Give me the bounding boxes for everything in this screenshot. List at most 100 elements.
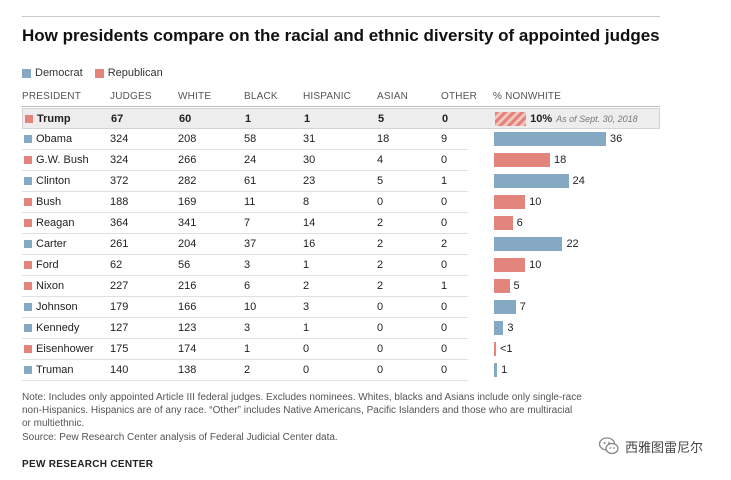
white-value: 282 [178, 175, 197, 187]
white-value: 56 [178, 259, 191, 271]
black-value: 6 [244, 280, 251, 292]
nonwhite-label: 24 [572, 175, 585, 187]
black-value: 2 [244, 364, 251, 376]
table-row: Eisenhower 175 174 1 0 0 0 <1 [22, 339, 660, 360]
nonwhite-bar [494, 216, 513, 230]
row-separator [22, 233, 468, 234]
judges-value: 179 [110, 301, 129, 313]
nonwhite-label: 6 [516, 217, 523, 229]
asian-value: 2 [377, 259, 384, 271]
table-row: Clinton 372 282 61 23 5 1 24 [22, 171, 660, 192]
black-value: 7 [244, 217, 251, 229]
black-value: 37 [244, 238, 257, 250]
watermark: 西雅图雷尼尔 [598, 435, 703, 457]
nonwhite-bar [494, 153, 550, 167]
judges-value: 364 [110, 217, 129, 229]
judges-value: 67 [111, 113, 124, 125]
table-row: Obama 324 208 58 31 18 9 36 [22, 129, 660, 150]
nonwhite-label: 1 [501, 364, 508, 376]
asian-value: 18 [377, 133, 390, 145]
white-value: 341 [178, 217, 197, 229]
nonwhite-label: 10% [530, 113, 553, 125]
row-separator [22, 170, 468, 171]
black-value: 1 [245, 113, 252, 125]
nonwhite-bar [494, 342, 496, 356]
president-name: Ford [36, 259, 59, 271]
table-row: Reagan 364 341 7 14 2 0 6 [22, 213, 660, 234]
table-row: Nixon 227 216 6 2 2 1 5 [22, 276, 660, 297]
party-swatch [24, 324, 32, 332]
row-separator [22, 296, 468, 297]
nonwhite-label: 36 [610, 133, 623, 145]
president-name: Kennedy [36, 322, 80, 334]
hispanic-value: 1 [303, 322, 310, 334]
table-row: Ford 62 56 3 1 2 0 10 [22, 255, 660, 276]
white-value: 166 [178, 301, 197, 313]
party-swatch [24, 135, 32, 143]
other-value: 0 [441, 364, 448, 376]
header-judges: JUDGES [110, 91, 152, 102]
row-separator [22, 149, 468, 150]
nonwhite-label: <1 [500, 343, 513, 355]
white-value: 208 [178, 133, 197, 145]
hispanic-value: 30 [303, 154, 316, 166]
legend-republican: Republican [94, 67, 163, 79]
hispanic-value: 0 [303, 364, 310, 376]
black-value: 11 [244, 196, 256, 208]
legend-republican-label: Republican [107, 67, 163, 79]
header-other: OTHER [441, 91, 477, 102]
hispanic-value: 2 [303, 280, 310, 292]
judges-value: 62 [110, 259, 123, 271]
white-value: 123 [178, 322, 197, 334]
other-value: 0 [442, 113, 449, 125]
president-name: Clinton [36, 175, 71, 187]
president-name: Reagan [36, 217, 75, 229]
header-black: BLACK [244, 91, 278, 102]
asian-value: 5 [378, 113, 385, 125]
party-swatch [24, 177, 32, 185]
header-president: PRESIDENT [22, 91, 82, 102]
asian-value: 0 [377, 343, 384, 355]
table-row: Trump 67 60 1 1 5 0 10% As of Sept. 30, 2018 [22, 108, 660, 129]
row-separator [22, 212, 468, 213]
white-value: 138 [178, 364, 197, 376]
black-value: 24 [244, 154, 257, 166]
president-name: Obama [36, 133, 73, 145]
as-of-note: As of Sept. 30, 2018 [556, 114, 638, 124]
judges-value: 324 [110, 154, 129, 166]
president-name: Bush [36, 196, 62, 208]
president-name: Eisenhower [36, 343, 94, 355]
other-value: 0 [441, 196, 448, 208]
white-value: 266 [178, 154, 197, 166]
nonwhite-bar [494, 132, 606, 146]
black-value: 58 [244, 133, 257, 145]
judges-value: 372 [110, 175, 129, 187]
asian-value: 0 [377, 364, 384, 376]
president-name: Johnson [36, 301, 78, 313]
party-swatch [24, 303, 32, 311]
black-value: 1 [244, 343, 251, 355]
hispanic-value: 1 [304, 113, 311, 125]
nonwhite-label: 10 [529, 259, 542, 271]
nonwhite-label: 18 [554, 154, 567, 166]
note-line-2: non-Hispanics. Hispanics are of any race… [22, 405, 573, 416]
hispanic-value: 31 [303, 133, 316, 145]
legend-democrat-swatch [22, 68, 31, 78]
note-line-3: or multiethnic. [22, 418, 85, 429]
other-value: 0 [441, 322, 448, 334]
chart-title: How presidents compare on the racial and… [22, 26, 660, 45]
row-separator [22, 338, 468, 339]
asian-value: 2 [377, 238, 384, 250]
header-nonwhite: % NONWHITE [493, 91, 562, 102]
asian-value: 2 [377, 280, 384, 292]
party-swatch [24, 366, 32, 374]
legend-republican-swatch [94, 68, 104, 78]
source-line: Source: Pew Research Center analysis of … [22, 432, 338, 443]
asian-value: 0 [377, 301, 384, 313]
wechat-icon [598, 437, 619, 455]
row-separator [22, 275, 468, 276]
legend: Democrat Republican [22, 67, 175, 79]
party-swatch [25, 115, 33, 123]
nonwhite-bar [494, 237, 563, 251]
asian-value: 0 [377, 196, 384, 208]
